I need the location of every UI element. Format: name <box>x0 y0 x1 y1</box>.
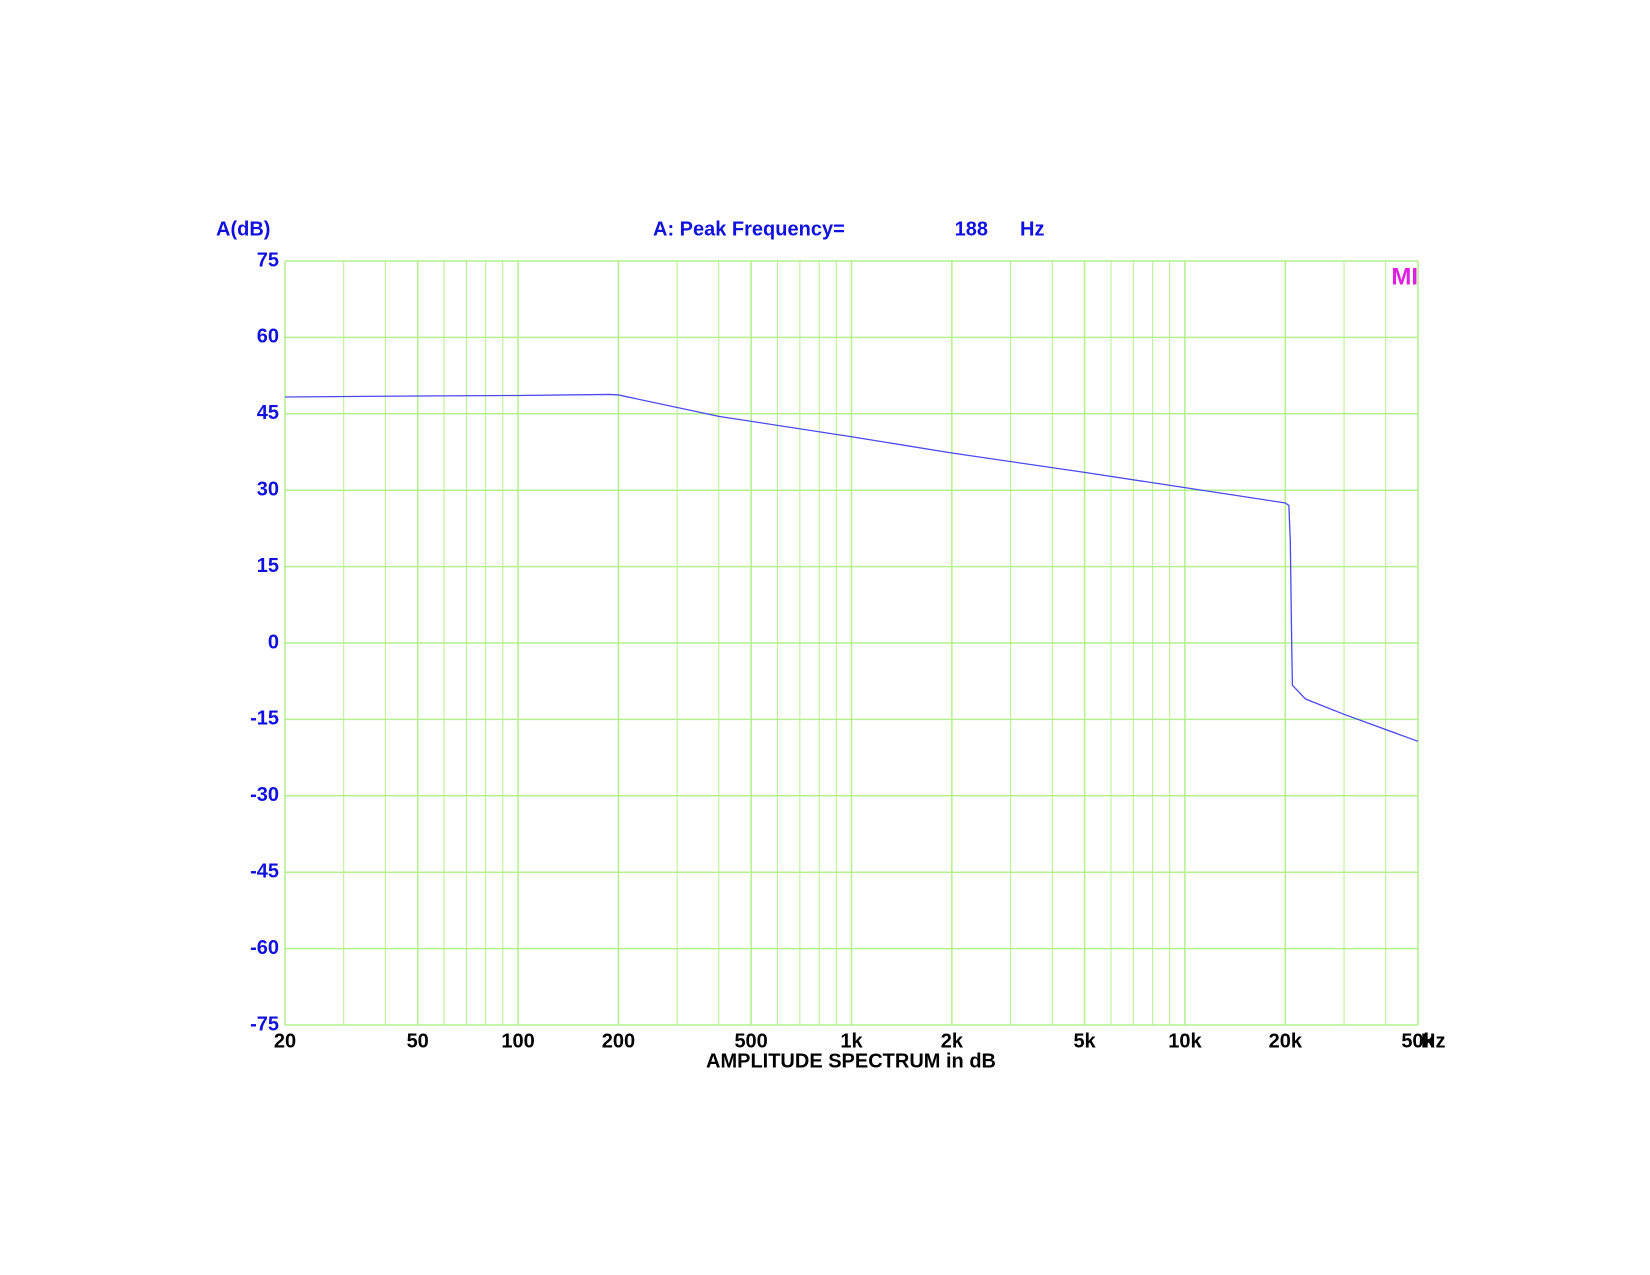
x-unit: Hz <box>1421 1030 1445 1052</box>
y-tick-label: 30 <box>257 478 279 500</box>
logo: MI <box>1391 263 1418 290</box>
x-axis-label: AMPLITUDE SPECTRUM in dB <box>706 1050 996 1072</box>
y-tick-label: 0 <box>268 631 279 653</box>
x-tick-label: 50k <box>1401 1030 1435 1052</box>
x-tick-label: 20 <box>274 1030 296 1052</box>
y-tick-label: -75 <box>250 1013 279 1035</box>
y-tick-label: -30 <box>250 784 279 806</box>
x-tick-label: 10k <box>1168 1030 1202 1052</box>
y-axis-label: A(dB) <box>216 218 270 240</box>
y-tick-label: 60 <box>257 326 279 348</box>
x-tick-label: 5k <box>1073 1030 1096 1052</box>
x-tick-label: 50 <box>407 1030 429 1052</box>
x-tick-label: 20k <box>1269 1030 1303 1052</box>
annotation-unit: Hz <box>1020 218 1044 240</box>
y-tick-label: 15 <box>257 555 279 577</box>
y-tick-label: -15 <box>250 708 279 730</box>
x-tick-label: 200 <box>602 1030 635 1052</box>
annotation-text: A: Peak Frequency= <box>653 218 845 240</box>
x-tick-label: 100 <box>501 1030 534 1052</box>
annotation-value: 188 <box>955 218 988 240</box>
x-tick-label: 500 <box>734 1030 767 1052</box>
y-tick-label: 45 <box>257 402 279 424</box>
data-line <box>284 393 1419 742</box>
y-tick-label: -45 <box>250 860 279 882</box>
y-tick-label: 75 <box>257 249 279 271</box>
x-tick-label: 1k <box>840 1030 863 1052</box>
y-tick-label: -60 <box>250 937 279 959</box>
x-tick-label: 2k <box>941 1030 964 1052</box>
